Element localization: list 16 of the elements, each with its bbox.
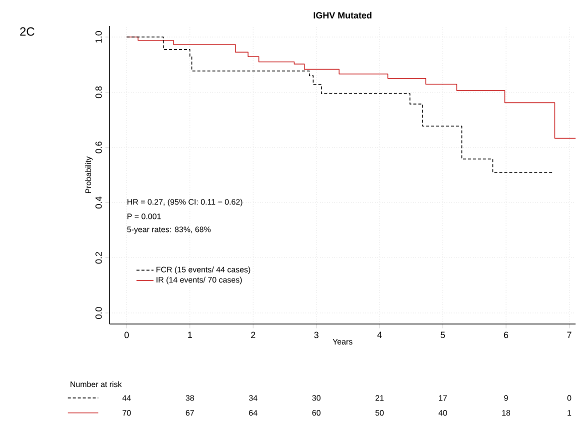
y-tick-label: 0.4 <box>95 196 102 208</box>
chart-title: IGHV Mutated <box>314 12 372 18</box>
text: 2C <box>20 27 34 36</box>
y-tick-label: 1.0 <box>95 31 102 43</box>
y-tick-label: 0.8 <box>95 86 102 98</box>
y-tick-label: 0.2 <box>95 252 102 264</box>
y-tick-label: 0.6 <box>95 142 102 154</box>
x-tick-label: 2 <box>251 332 256 338</box>
x-tick-label: 7 <box>567 332 572 338</box>
x-tick-label: 4 <box>377 332 382 338</box>
y-tick-label: 0.0 <box>95 307 102 319</box>
x-tick-label: 3 <box>314 332 318 338</box>
x-tick-label: 5 <box>440 332 445 338</box>
x-tick-label: 0 <box>124 332 129 338</box>
x-tick-label: 6 <box>504 332 508 338</box>
x-tick-label: 1 <box>188 332 192 338</box>
